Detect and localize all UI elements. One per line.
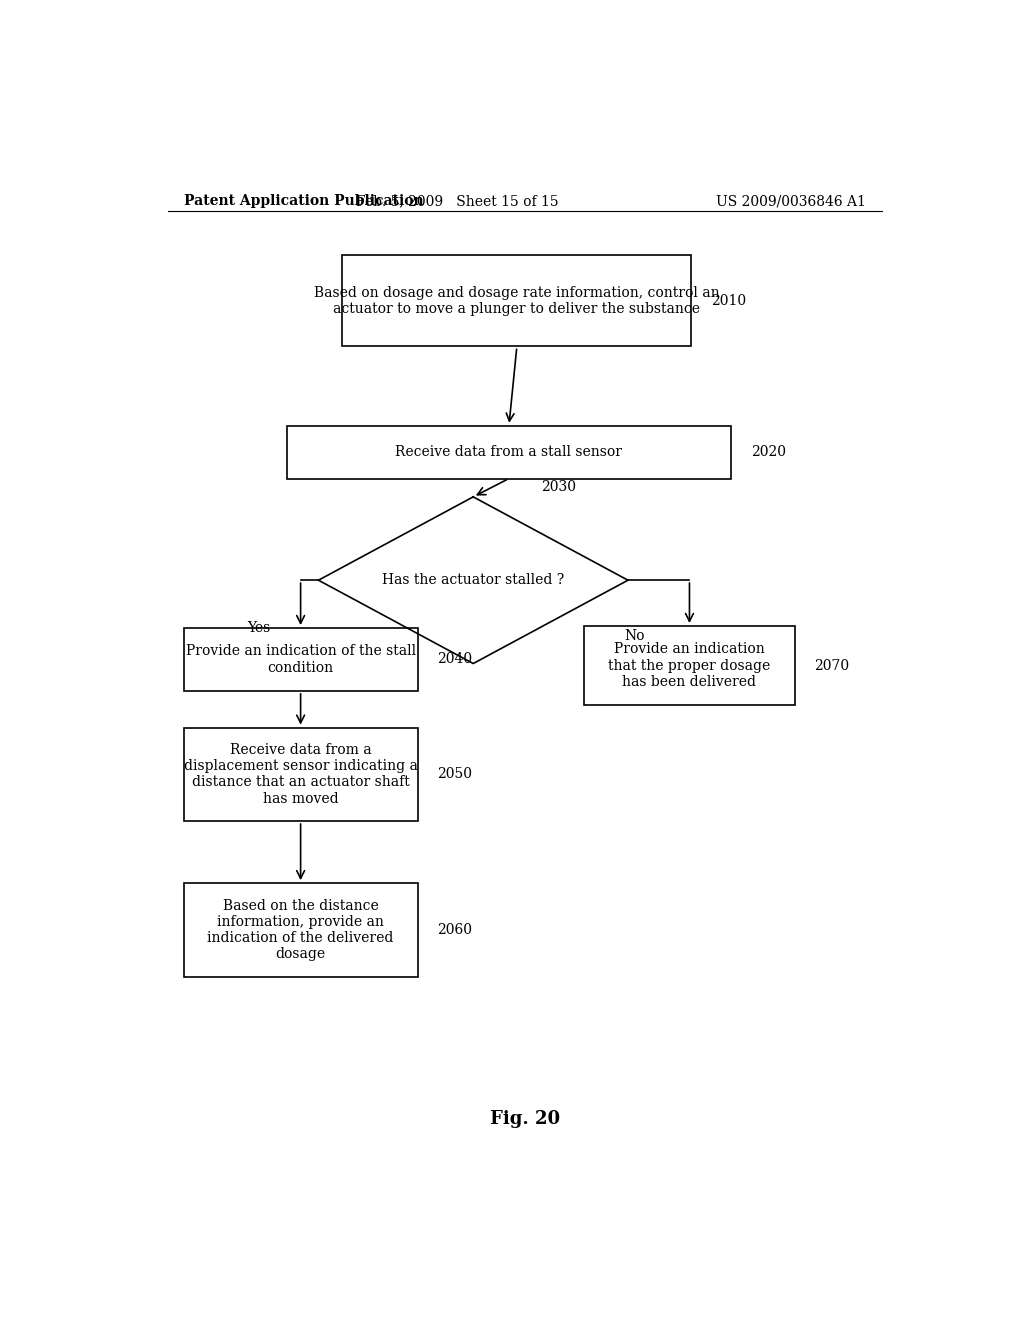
Text: Yes: Yes [248, 620, 270, 635]
Text: 2070: 2070 [814, 659, 850, 673]
Text: Provide an indication of the stall
condition: Provide an indication of the stall condi… [185, 644, 416, 675]
Bar [585, 626, 795, 705]
Text: Based on the distance
information, provide an
indication of the delivered
dosage: Based on the distance information, provi… [208, 899, 394, 961]
Bar [183, 628, 418, 690]
Bar [183, 727, 418, 821]
Bar [342, 255, 691, 346]
Text: Based on dosage and dosage rate information, control an
actuator to move a plung: Based on dosage and dosage rate informat… [314, 285, 720, 315]
Text: Feb. 5, 2009   Sheet 15 of 15: Feb. 5, 2009 Sheet 15 of 15 [356, 194, 559, 209]
Bar [183, 883, 418, 977]
Text: 2010: 2010 [712, 293, 746, 308]
Bar [287, 426, 731, 479]
Text: No: No [624, 630, 644, 643]
Text: Fig. 20: Fig. 20 [489, 1110, 560, 1127]
Text: 2040: 2040 [437, 652, 473, 667]
Text: Has the actuator stalled ?: Has the actuator stalled ? [382, 573, 564, 587]
Text: Provide an indication
that the proper dosage
has been delivered: Provide an indication that the proper do… [608, 643, 771, 689]
Text: 2020: 2020 [751, 445, 786, 459]
Text: 2050: 2050 [437, 767, 472, 781]
Text: Patent Application Publication: Patent Application Publication [183, 194, 423, 209]
Text: Receive data from a stall sensor: Receive data from a stall sensor [395, 445, 623, 459]
Text: 2030: 2030 [541, 479, 575, 494]
Text: US 2009/0036846 A1: US 2009/0036846 A1 [716, 194, 866, 209]
Text: Receive data from a
displacement sensor indicating a
distance that an actuator s: Receive data from a displacement sensor … [183, 743, 418, 805]
Text: 2060: 2060 [437, 923, 472, 937]
